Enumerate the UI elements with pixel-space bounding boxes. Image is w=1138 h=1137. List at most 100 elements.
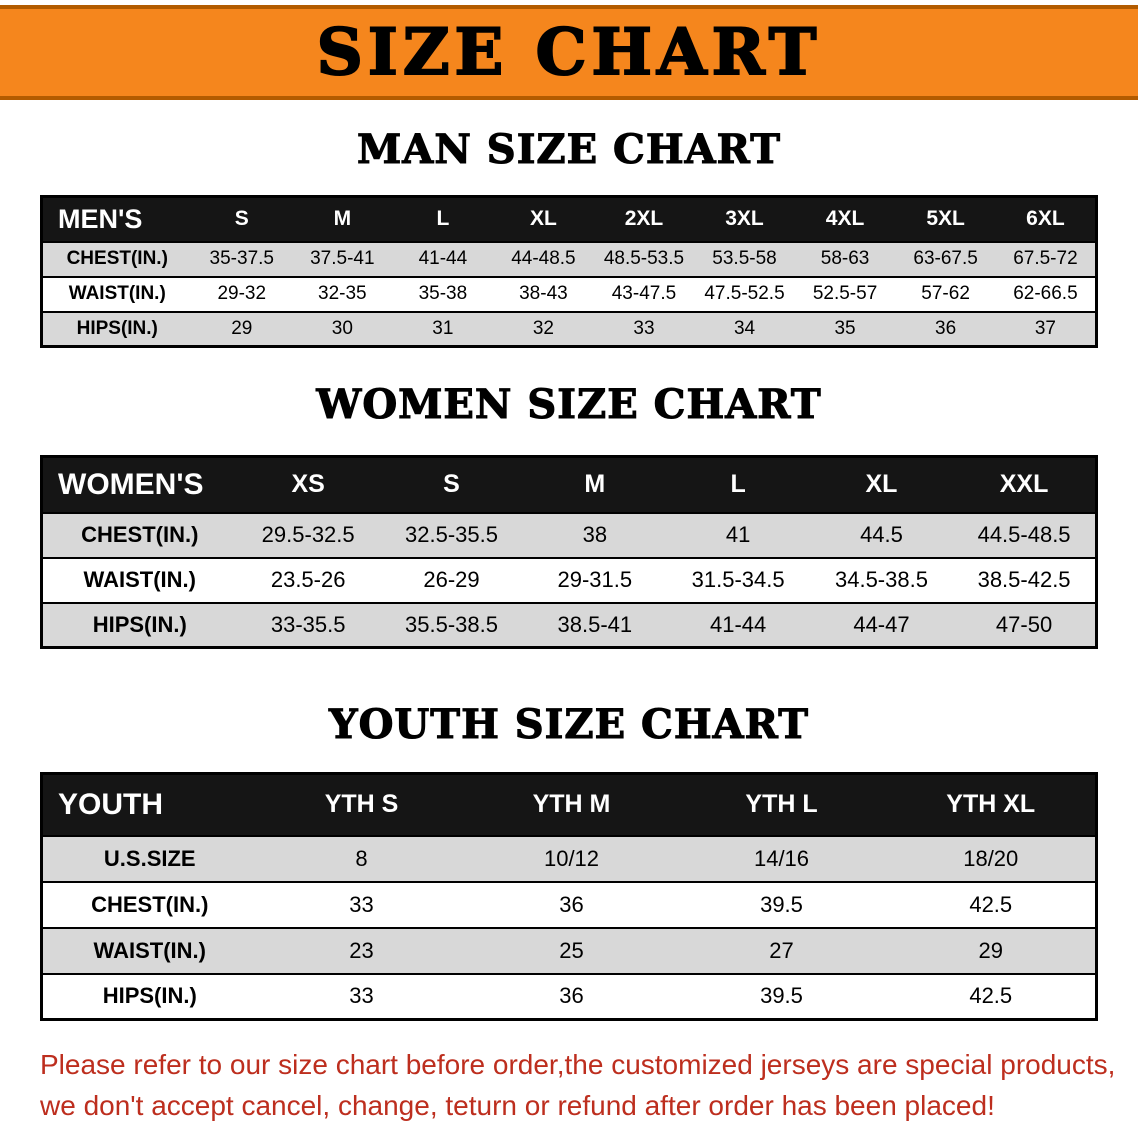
size-header-cell: YTH S — [256, 773, 467, 836]
value-cell: 42.5 — [886, 972, 1097, 1020]
value-cell: 38.5-41 — [523, 601, 667, 648]
row-label-cell: WAIST(IN.) — [41, 926, 257, 974]
value-cell: 23 — [256, 926, 467, 974]
value-cell: 8 — [256, 834, 467, 882]
value-cell: 36 — [466, 880, 677, 928]
value-cell: 35.5-38.5 — [379, 601, 524, 648]
value-cell: 38.5-42.5 — [953, 556, 1097, 603]
value-cell: 27 — [676, 926, 887, 974]
value-cell: 36 — [895, 310, 996, 347]
notice-line-1: Please refer to our size chart before or… — [40, 1049, 1116, 1080]
measurement-row: WAIST(IN.) 23 25 27 29 — [41, 926, 1097, 974]
row-label-cell: WAIST(IN.) — [41, 556, 237, 603]
womens-size-table-container: WOMEN'S XS S M L XL XXL CHEST(IN.) 29.5-32.5 32.5… — [40, 455, 1098, 649]
value-cell: 58-63 — [794, 240, 896, 277]
header-row: MEN'S S M L XL 2XL 3XL 4XL 5XL 6XL — [41, 196, 1097, 242]
measurement-row: U.S.SIZE 8 10/12 14/16 18/20 — [41, 834, 1097, 882]
size-header-cell: L — [392, 196, 494, 242]
row-label-cell: CHEST(IN.) — [41, 240, 192, 277]
value-cell: 37 — [995, 310, 1097, 347]
size-header-cell: YTH XL — [886, 773, 1097, 836]
value-cell: 67.5-72 — [995, 240, 1097, 277]
value-cell: 41-44 — [392, 240, 494, 277]
size-header-cell: XS — [236, 456, 380, 513]
size-header-cell: L — [666, 456, 810, 513]
table-title-cell: WOMEN'S — [41, 456, 237, 513]
value-cell: 33 — [256, 880, 467, 928]
value-cell: 47-50 — [953, 601, 1097, 648]
row-label-cell: HIPS(IN.) — [41, 310, 192, 347]
measurement-row: HIPS(IN.) 29 30 31 32 33 34 35 36 37 — [41, 310, 1097, 347]
value-cell: 26-29 — [379, 556, 524, 603]
size-header-cell: M — [523, 456, 667, 513]
size-header-cell: S — [191, 196, 293, 242]
value-cell: 33 — [256, 972, 467, 1020]
value-cell: 39.5 — [676, 972, 887, 1020]
value-cell: 32-35 — [292, 275, 393, 312]
size-chart-banner: SIZE CHART — [0, 5, 1138, 100]
value-cell: 53.5-58 — [694, 240, 795, 277]
value-cell: 57-62 — [895, 275, 996, 312]
youth-size-table: YOUTH YTH S YTH M YTH L YTH XL U.S.SIZE 8 10/12… — [40, 772, 1098, 1021]
page-title: SIZE CHART — [316, 14, 822, 90]
value-cell: 29 — [191, 310, 293, 347]
womens-size-table: WOMEN'S XS S M L XL XXL CHEST(IN.) 29.5-32.5 32.5… — [40, 455, 1098, 649]
value-cell: 33-35.5 — [236, 601, 380, 648]
value-cell: 36 — [466, 972, 677, 1020]
measurement-row: WAIST(IN.) 23.5-26 26-29 29-31.5 31.5-34.5 34… — [41, 556, 1097, 603]
header-row: YOUTH YTH S YTH M YTH L YTH XL — [41, 773, 1097, 836]
value-cell: 29-32 — [191, 275, 293, 312]
value-cell: 63-67.5 — [895, 240, 996, 277]
size-header-cell: YTH L — [676, 773, 887, 836]
size-header-cell: XL — [809, 456, 954, 513]
measurement-row: CHEST(IN.) 29.5-32.5 32.5-35.5 38 41 44.5 44.5… — [41, 511, 1097, 558]
value-cell: 35-37.5 — [191, 240, 293, 277]
value-cell: 42.5 — [886, 880, 1097, 928]
value-cell: 38-43 — [493, 275, 594, 312]
value-cell: 35 — [794, 310, 896, 347]
table-title-cell: YOUTH — [41, 773, 257, 836]
value-cell: 38 — [523, 511, 667, 558]
size-header-cell: 6XL — [995, 196, 1097, 242]
order-notice: Please refer to our size chart before or… — [40, 1045, 1116, 1126]
value-cell: 29-31.5 — [523, 556, 667, 603]
value-cell: 41 — [666, 511, 810, 558]
value-cell: 29 — [886, 926, 1097, 974]
value-cell: 25 — [466, 926, 677, 974]
size-header-cell: S — [379, 456, 524, 513]
measurement-row: CHEST(IN.) 35-37.5 37.5-41 41-44 44-48.5 48.5… — [41, 240, 1097, 277]
row-label-cell: WAIST(IN.) — [41, 275, 192, 312]
value-cell: 37.5-41 — [292, 240, 393, 277]
value-cell: 62-66.5 — [995, 275, 1097, 312]
measurement-row: HIPS(IN.) 33 36 39.5 42.5 — [41, 972, 1097, 1020]
mens-size-table-container: MEN'S S M L XL 2XL 3XL 4XL 5XL 6XL CHEST(IN.) 35-37… — [40, 195, 1098, 348]
notice-line-2: we don't accept cancel, change, teturn o… — [40, 1089, 995, 1121]
value-cell: 35-38 — [392, 275, 494, 312]
value-cell: 14/16 — [676, 834, 887, 882]
measurement-row: WAIST(IN.) 29-32 32-35 35-38 38-43 43-47.5 47.… — [41, 275, 1097, 312]
header-row: WOMEN'S XS S M L XL XXL — [41, 456, 1097, 513]
size-header-cell: 5XL — [895, 196, 996, 242]
value-cell: 31.5-34.5 — [666, 556, 810, 603]
value-cell: 48.5-53.5 — [593, 240, 695, 277]
mens-size-table: MEN'S S M L XL 2XL 3XL 4XL 5XL 6XL CHEST(IN.) 35-37… — [40, 195, 1098, 348]
size-header-cell: 2XL — [593, 196, 695, 242]
youth-section-heading: YOUTH SIZE CHART — [328, 701, 809, 748]
size-header-cell: 3XL — [694, 196, 795, 242]
value-cell: 33 — [593, 310, 695, 347]
women-size-section: WOMEN SIZE CHART WOMEN'S XS S M L XL XXL CHEST(… — [40, 382, 1098, 649]
value-cell: 43-47.5 — [593, 275, 695, 312]
youth-size-table-container: YOUTH YTH S YTH M YTH L YTH XL U.S.SIZE 8 10/12… — [40, 772, 1098, 1021]
value-cell: 52.5-57 — [794, 275, 896, 312]
table-title-cell: MEN'S — [41, 196, 192, 242]
row-label-cell: CHEST(IN.) — [41, 511, 237, 558]
size-chart-page: SIZE CHART MAN SIZE CHART MEN'S S M L XL 2XL 3… — [0, 5, 1138, 1126]
men-section-heading: MAN SIZE CHART — [356, 126, 781, 173]
value-cell: 41-44 — [666, 601, 810, 648]
value-cell: 32 — [493, 310, 594, 347]
measurement-row: HIPS(IN.) 33-35.5 35.5-38.5 38.5-41 41-44 44-… — [41, 601, 1097, 648]
value-cell: 23.5-26 — [236, 556, 380, 603]
value-cell: 32.5-35.5 — [379, 511, 524, 558]
value-cell: 10/12 — [466, 834, 677, 882]
youth-size-section: YOUTH SIZE CHART YOUTH YTH S YTH M YTH L YTH… — [40, 701, 1098, 1021]
